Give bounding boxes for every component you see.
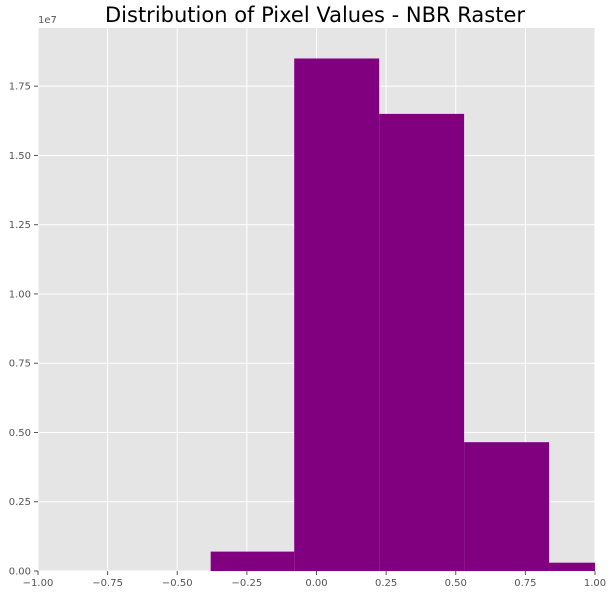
y-tick-label: 1.75 bbox=[9, 82, 31, 93]
x-tick-label: 0.50 bbox=[445, 578, 467, 589]
y-tick-label: 0.25 bbox=[9, 497, 31, 508]
histogram-bar bbox=[210, 551, 295, 571]
histogram-bar bbox=[549, 562, 595, 571]
bars-group bbox=[210, 58, 595, 572]
y-tick-label: 0.00 bbox=[9, 567, 31, 578]
x-tick-label: 0.75 bbox=[514, 578, 536, 589]
histogram-bar bbox=[379, 113, 465, 571]
y-axis-ticks: 0.00 0.25 0.50 0.75 1.00 1.25 1.50 1.75 bbox=[9, 82, 38, 578]
y-tick-label: 1.00 bbox=[9, 289, 31, 300]
x-tick-label: 0.00 bbox=[305, 578, 327, 589]
y-tick-label: 1.50 bbox=[9, 151, 31, 162]
x-tick-label: −1.00 bbox=[23, 578, 54, 589]
x-tick-label: −0.50 bbox=[162, 578, 193, 589]
y-axis-exponent: 1e7 bbox=[38, 15, 57, 26]
x-tick-label: 0.25 bbox=[375, 578, 397, 589]
y-tick-label: 0.50 bbox=[9, 428, 31, 439]
y-tick-label: 0.75 bbox=[9, 359, 31, 370]
y-tick-label: 1.25 bbox=[9, 220, 31, 231]
x-axis-ticks: −1.00 −0.75 −0.50 −0.25 0.00 0.25 0.50 0.75 1.00 bbox=[23, 571, 606, 589]
x-tick-label: −0.75 bbox=[92, 578, 123, 589]
x-tick-label: 1.00 bbox=[584, 578, 606, 589]
histogram-bar bbox=[464, 442, 550, 571]
histogram-bar bbox=[294, 58, 380, 572]
chart-title: Distribution of Pixel Values - NBR Raste… bbox=[105, 3, 525, 27]
x-tick-label: −0.25 bbox=[232, 578, 263, 589]
